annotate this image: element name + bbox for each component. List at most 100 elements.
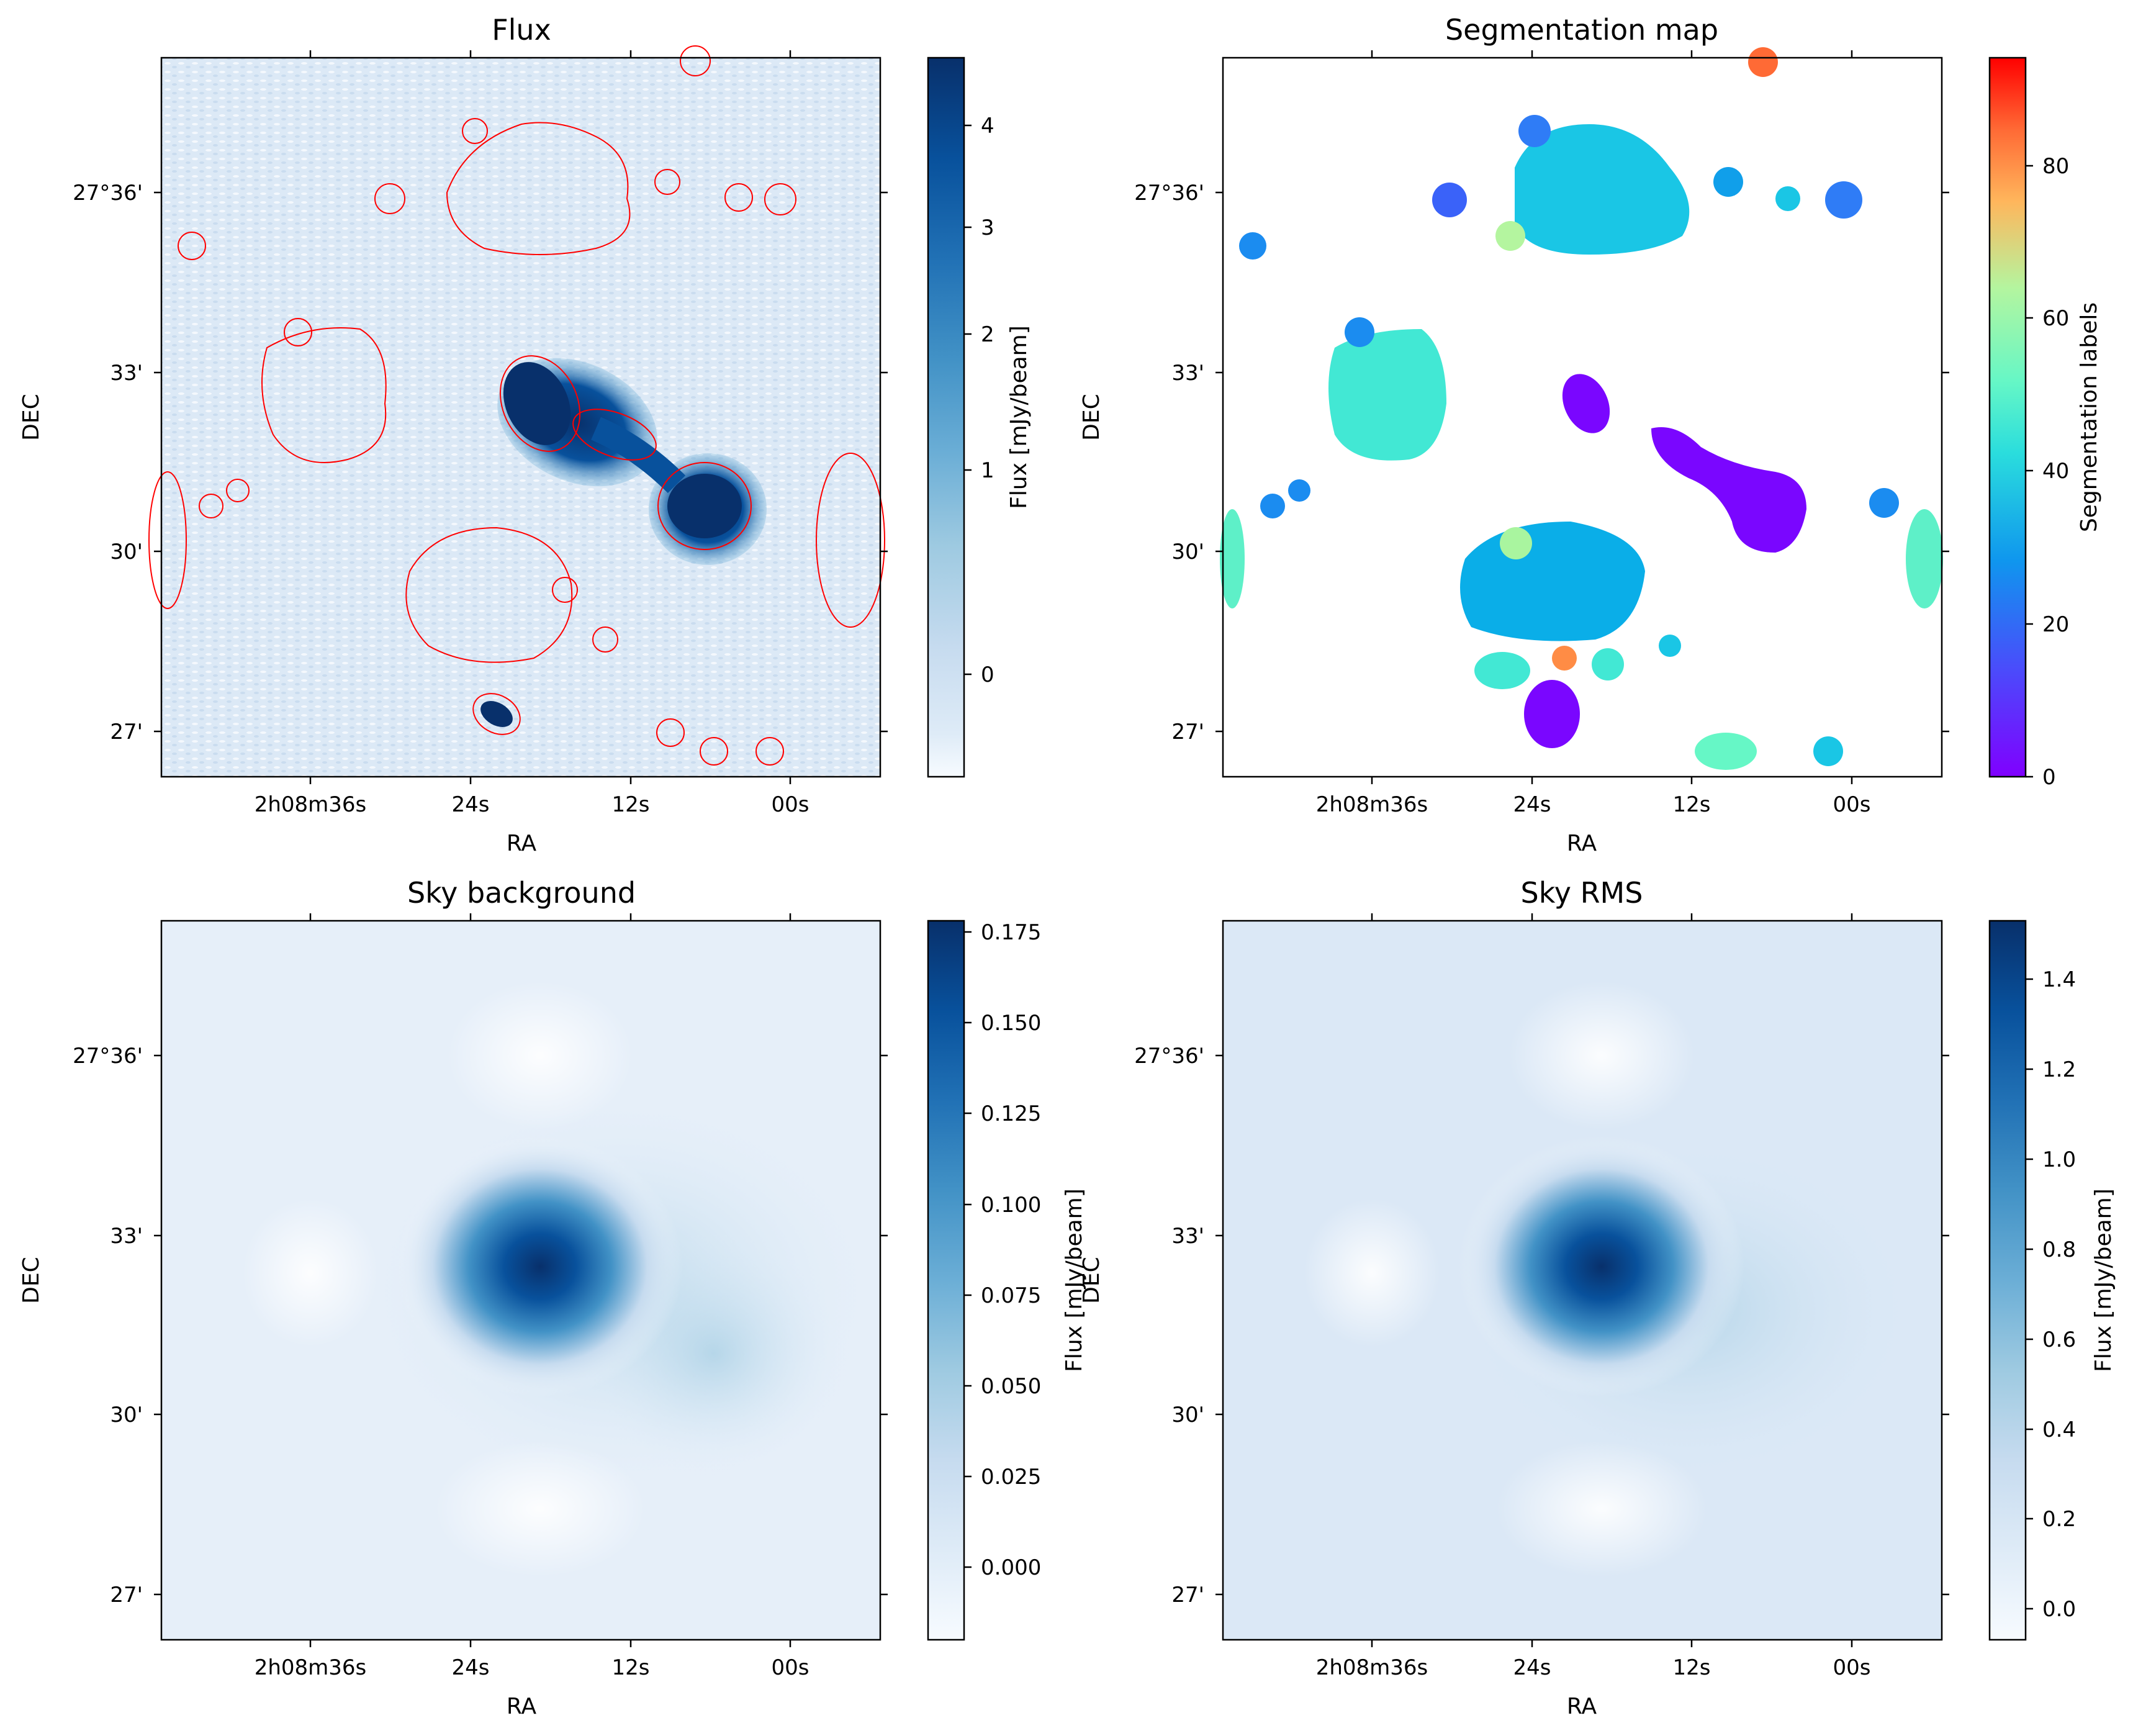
y-tick-label: 27°36'	[73, 181, 143, 206]
seg-colorbar: 0 20 40 60 80 Segmentation labels	[1988, 57, 2102, 790]
flux-ticks	[154, 50, 888, 784]
y-tick-label: 30'	[110, 1403, 143, 1427]
x-tick-label: 12s	[612, 1655, 650, 1680]
colorbar-tick-label: 4	[981, 114, 994, 138]
flux-y-tick-labels: 27°36' 33' 30' 27'	[73, 181, 143, 744]
bkg-title: Sky background	[407, 876, 636, 910]
y-tick-label: 27'	[1171, 1583, 1204, 1607]
rms-title: Sky RMS	[1521, 876, 1643, 910]
y-tick-label: 30'	[1171, 540, 1204, 564]
seg-ticks	[1215, 50, 1949, 784]
seg-x-label: RA	[1567, 831, 1597, 856]
x-tick-label: 12s	[1673, 1655, 1711, 1680]
colorbar-tick-label: 1	[981, 458, 994, 483]
colorbar-tick-label: 0.000	[981, 1555, 1041, 1580]
bkg-x-label: RA	[507, 1694, 537, 1719]
colorbar-tick-label: 40	[2042, 459, 2069, 484]
colorbar-tick-label: 0	[2042, 765, 2056, 790]
colorbar-label: Flux [mJy/beam]	[2091, 1188, 2116, 1372]
colorbar-label: Flux [mJy/beam]	[1062, 1188, 1087, 1372]
colorbar-tick-label: 60	[2042, 306, 2069, 331]
flux-y-label: DEC	[19, 394, 44, 441]
flux-plot-area	[160, 57, 882, 778]
colorbar-tick-label: 0	[981, 662, 994, 687]
bkg-y-label: DEC	[19, 1257, 44, 1304]
x-tick-label: 24s	[1513, 1655, 1551, 1680]
x-tick-label: 24s	[1513, 792, 1551, 817]
x-tick-label: 2h08m36s	[255, 1655, 367, 1680]
bkg-image	[161, 921, 882, 1640]
colorbar-tick-label: 0.050	[981, 1374, 1041, 1399]
seg-y-label: DEC	[1079, 394, 1104, 441]
y-tick-label: 27°36'	[1134, 1044, 1204, 1069]
bkg-colorbar: 0.000 0.025 0.050 0.075 0.100 0.125 0.15…	[927, 920, 1087, 1641]
colorbar-tick-label: 3	[981, 215, 994, 240]
x-tick-label: 00s	[772, 1655, 809, 1680]
seg-plot-area	[1222, 57, 1943, 778]
flux-image	[161, 58, 880, 777]
y-tick-label: 33'	[110, 1224, 143, 1249]
x-tick-label: 00s	[772, 792, 809, 817]
rms-image	[1223, 921, 1942, 1640]
x-tick-label: 2h08m36s	[1316, 1655, 1428, 1680]
seg-x-tick-labels: 2h08m36s 24s 12s 00s	[1316, 792, 1871, 817]
colorbar-tick-label: 0.4	[2042, 1417, 2076, 1442]
x-tick-label: 00s	[1833, 1655, 1871, 1680]
colorbar-tick-label: 0.125	[981, 1101, 1041, 1126]
segmentation-panel: Segmentation map	[1079, 13, 2102, 856]
bkg-y-tick-labels: 27°36' 33' 30' 27'	[73, 1044, 143, 1607]
flux-x-tick-labels: 2h08m36s 24s 12s 00s	[255, 792, 809, 817]
seg-y-tick-labels: 27°36' 33' 30' 27'	[1134, 181, 1204, 744]
y-tick-label: 33'	[110, 361, 143, 386]
rms-colorbar: 0.0 0.2 0.4 0.6 0.8 1.0 1.2 1.4 Flux [mJ…	[1988, 920, 2116, 1641]
y-tick-label: 27'	[110, 1583, 143, 1607]
rms-y-tick-labels: 27°36' 33' 30' 27'	[1134, 1044, 1204, 1607]
y-tick-label: 27°36'	[1134, 181, 1204, 206]
x-tick-label: 24s	[452, 792, 490, 817]
rms-ticks	[1215, 913, 1949, 1647]
y-tick-label: 30'	[1171, 1403, 1204, 1427]
x-tick-label: 12s	[612, 792, 650, 817]
rms-y-label: DEC	[1079, 1257, 1104, 1304]
colorbar-tick-label: 0.8	[2042, 1237, 2076, 1262]
colorbar-tick-label: 0.2	[2042, 1507, 2076, 1532]
colorbar-tick-label: 0.025	[981, 1465, 1041, 1490]
sky-rms-panel: Sky RMS 2h08m36s 24s 12s 00s 27°	[1079, 876, 2116, 1719]
flux-panel: Flux	[19, 13, 1032, 856]
x-tick-label: 2h08m36s	[255, 792, 367, 817]
colorbar-label: Segmentation labels	[2077, 302, 2102, 532]
x-tick-label: 12s	[1673, 792, 1711, 817]
rms-x-label: RA	[1567, 1694, 1597, 1719]
y-tick-label: 33'	[1171, 1224, 1204, 1249]
seg-title: Segmentation map	[1445, 13, 1718, 47]
colorbar-tick-label: 0.150	[981, 1011, 1041, 1036]
x-tick-label: 00s	[1833, 792, 1871, 817]
colorbar-tick-label: 2	[981, 322, 994, 347]
colorbar-tick-label: 1.4	[2042, 967, 2076, 992]
flux-contours	[148, 45, 885, 766]
colorbar-tick-label: 0.6	[2042, 1327, 2076, 1352]
flux-title: Flux	[492, 13, 551, 47]
y-tick-label: 27'	[110, 720, 143, 744]
rms-x-tick-labels: 2h08m36s 24s 12s 00s	[1316, 1655, 1871, 1680]
x-tick-label: 24s	[452, 1655, 490, 1680]
bkg-plot-area	[160, 920, 882, 1641]
colorbar-tick-label: 0.175	[981, 920, 1041, 945]
bkg-x-tick-labels: 2h08m36s 24s 12s 00s	[255, 1655, 809, 1680]
rms-plot-area	[1222, 920, 1943, 1641]
colorbar-tick-label: 0.100	[981, 1193, 1041, 1218]
seg-image	[1220, 47, 1943, 777]
y-tick-label: 27'	[1171, 720, 1204, 744]
flux-colorbar: 0 1 2 3 4 Flux [mJy/beam]	[927, 57, 1032, 778]
colorbar-tick-label: 20	[2042, 612, 2069, 637]
y-tick-label: 33'	[1171, 361, 1204, 386]
y-tick-label: 27°36'	[73, 1044, 143, 1069]
colorbar-tick-label: 1.0	[2042, 1147, 2076, 1172]
flux-x-label: RA	[507, 831, 537, 856]
y-tick-label: 30'	[110, 540, 143, 564]
x-tick-label: 2h08m36s	[1316, 792, 1428, 817]
sky-background-panel: Sky background 2h08m36s 24s 12s 00s	[19, 876, 1087, 1719]
colorbar-tick-label: 80	[2042, 154, 2069, 179]
colorbar-tick-label: 0.0	[2042, 1597, 2076, 1622]
